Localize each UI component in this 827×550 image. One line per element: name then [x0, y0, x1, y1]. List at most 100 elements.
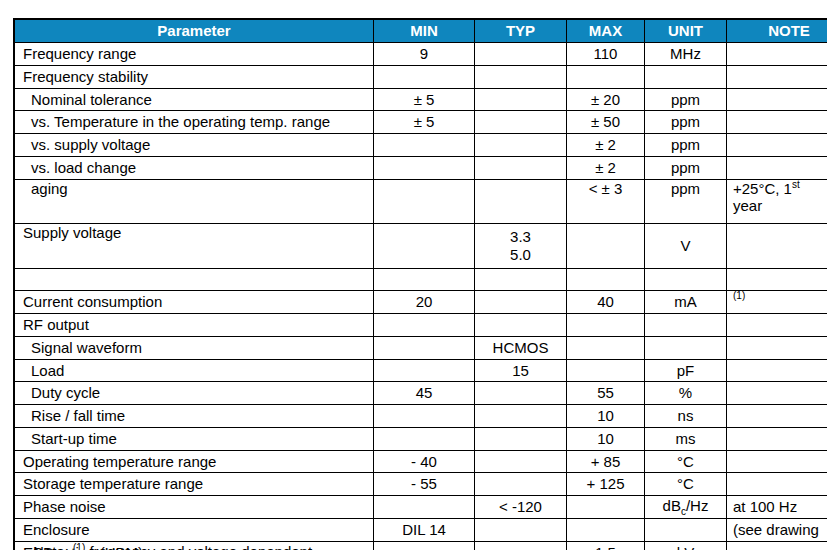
table-row: aging< ± 3ppm+25°C, 1styear — [14, 179, 827, 224]
cell-typ — [475, 43, 567, 66]
column-header-typ: TYP — [475, 19, 567, 43]
cell-max: 1.5 — [567, 541, 645, 550]
cell-min: 20 — [374, 291, 475, 314]
table-row: Start-up time 10ms — [14, 427, 827, 450]
cell-param: Current consumption — [14, 291, 374, 314]
table-row: Current consumption2040mA(1) — [14, 291, 827, 314]
cell-min — [374, 156, 475, 179]
cell-max: 110 — [567, 43, 645, 66]
cell-typ — [475, 291, 567, 314]
table-row: Duty cycle4555% — [14, 382, 827, 405]
cell-min — [374, 496, 475, 519]
cell-typ — [475, 111, 567, 134]
cell-min: DIL 14 — [374, 518, 475, 541]
cell-typ — [475, 65, 567, 88]
cell-param: Duty cycle — [14, 382, 374, 405]
cell-note: (see drawing — [727, 518, 827, 541]
cell-max: ± 50 — [567, 111, 645, 134]
footnote: Note: (1) frequency and voltage dependen… — [33, 543, 312, 550]
table-row: Supply voltage3.35.0V — [14, 224, 827, 269]
cell-max: 10 — [567, 427, 645, 450]
cell-note — [727, 336, 827, 359]
cell-max — [567, 65, 645, 88]
cell-unit: ppm — [645, 134, 727, 157]
table-row: vs. load change± 2ppm — [14, 156, 827, 179]
cell-unit: ppm — [645, 156, 727, 179]
cell-note — [727, 65, 827, 88]
cell-max — [567, 268, 645, 291]
cell-typ — [475, 473, 567, 496]
cell-unit — [645, 518, 727, 541]
header-row: ParameterMINTYPMAXUNITNOTE — [14, 19, 827, 43]
cell-min — [374, 179, 475, 224]
cell-max — [567, 224, 645, 269]
superscript: (1) — [73, 542, 85, 550]
cell-max: 40 — [567, 291, 645, 314]
cell-param: vs. Temperature in the operating temp. r… — [14, 111, 374, 134]
cell-min — [374, 224, 475, 269]
cell-param: Nominal tolerance — [14, 88, 374, 111]
table-row: Frequency range9110MHz — [14, 43, 827, 66]
cell-unit: °C — [645, 473, 727, 496]
superscript: (1) — [733, 291, 745, 302]
cell-note — [727, 224, 827, 269]
cell-typ — [475, 179, 567, 224]
column-header-min: MIN — [374, 19, 475, 43]
cell-max — [567, 314, 645, 337]
cell-param: Signal waveform — [14, 336, 374, 359]
cell-unit: pF — [645, 359, 727, 382]
cell-param: aging — [14, 179, 374, 224]
cell-unit: ms — [645, 427, 727, 450]
cell-param — [14, 268, 374, 291]
cell-unit: ppm — [645, 179, 727, 224]
cell-typ — [475, 156, 567, 179]
cell-note — [727, 541, 827, 550]
cell-param: Start-up time — [14, 427, 374, 450]
table-row: vs. supply voltage± 2ppm — [14, 134, 827, 157]
cell-param: Rise / fall time — [14, 405, 374, 428]
cell-note — [727, 382, 827, 405]
table-row: Signal waveformHCMOS — [14, 336, 827, 359]
cell-param: Enclosure — [14, 518, 374, 541]
cell-max — [567, 496, 645, 519]
cell-param: Supply voltage — [14, 224, 374, 269]
cell-typ: 3.35.0 — [475, 224, 567, 269]
cell-unit — [645, 336, 727, 359]
cell-unit: MHz — [645, 43, 727, 66]
column-header-parameter: Parameter — [14, 19, 374, 43]
cell-unit: ppm — [645, 88, 727, 111]
cell-min — [374, 541, 475, 550]
cell-typ — [475, 518, 567, 541]
cell-param: Operating temperature range — [14, 450, 374, 473]
table-row: Nominal tolerance± 5± 20ppm — [14, 88, 827, 111]
cell-unit — [645, 65, 727, 88]
cell-max — [567, 336, 645, 359]
cell-max: < ± 3 — [567, 179, 645, 224]
cell-max: ± 2 — [567, 156, 645, 179]
cell-min: - 40 — [374, 450, 475, 473]
cell-min — [374, 65, 475, 88]
cell-min — [374, 314, 475, 337]
spec-table: ParameterMINTYPMAXUNITNOTE Frequency ran… — [13, 18, 827, 550]
table-row — [14, 268, 827, 291]
cell-min — [374, 336, 475, 359]
cell-note: (1) — [727, 291, 827, 314]
cell-note — [727, 314, 827, 337]
cell-unit: kV — [645, 541, 727, 550]
cell-param: Phase noise — [14, 496, 374, 519]
cell-param: Storage temperature range — [14, 473, 374, 496]
table-row: RF output — [14, 314, 827, 337]
cell-unit: % — [645, 382, 727, 405]
table-row: vs. Temperature in the operating temp. r… — [14, 111, 827, 134]
cell-unit: °C — [645, 450, 727, 473]
cell-min — [374, 427, 475, 450]
cell-typ — [475, 541, 567, 550]
cell-typ — [475, 314, 567, 337]
cell-note — [727, 156, 827, 179]
cell-typ — [475, 450, 567, 473]
cell-param: Load — [14, 359, 374, 382]
cell-min: ± 5 — [374, 88, 475, 111]
table-row: Frequency stability — [14, 65, 827, 88]
cell-typ: 15 — [475, 359, 567, 382]
table-row: Phase noise< -120dBc/Hzat 100 Hz — [14, 496, 827, 519]
